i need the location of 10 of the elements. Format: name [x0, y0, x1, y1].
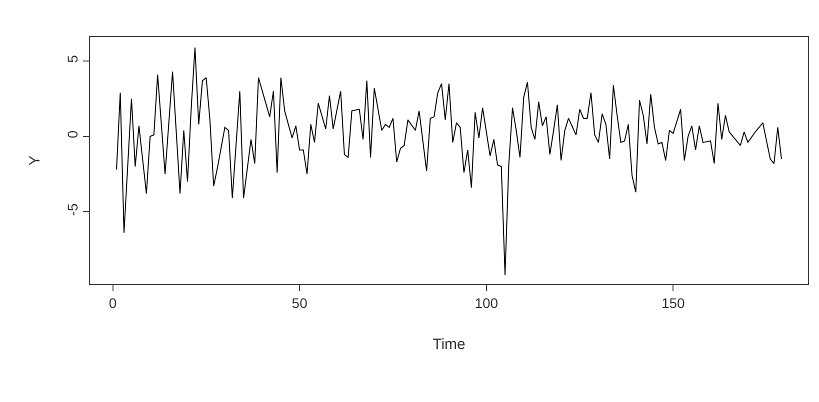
y-axis-title: Y — [26, 155, 44, 166]
x-tick-label: 0 — [108, 294, 117, 311]
x-tick-label: 100 — [474, 294, 498, 311]
y-tick-label: -5 — [64, 203, 80, 216]
line-series — [116, 47, 782, 276]
x-tick-label: 50 — [292, 294, 308, 311]
y-tick-label: 0 — [64, 130, 80, 138]
x-tick-label: 150 — [661, 294, 686, 311]
y-tick-label: 5 — [64, 54, 80, 63]
x-axis-title: Time — [432, 336, 466, 353]
